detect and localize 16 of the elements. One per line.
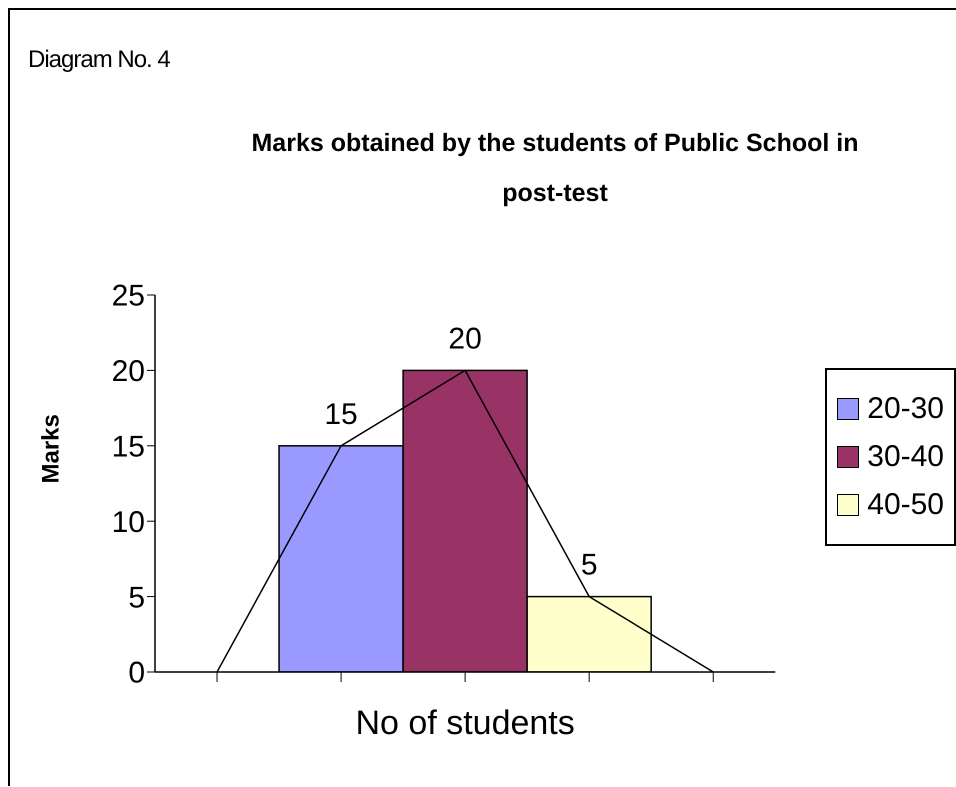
legend-label: 20-30 [867,392,944,426]
data-label: 15 [324,398,358,431]
chart-title: Marks obtained by the students of Public School in post-test [250,128,860,209]
text: Diagram No. 4 [28,46,170,74]
y-tick-label: 5 [128,581,145,614]
y-tick-label: 25 [112,280,145,313]
x-axis-title: No of students [356,704,575,742]
legend-label: 40-50 [867,488,944,522]
y-tick-label: 15 [112,430,145,464]
data-label: 20 [448,322,482,356]
y-axis-title: Marks [38,414,65,484]
data-label: 5 [580,548,598,582]
y-tick-label: 0 [128,656,145,690]
y-tick-label: 20 [112,355,145,388]
y-tick-label: 10 [112,506,145,539]
legend-label: 30-40 [867,440,944,474]
